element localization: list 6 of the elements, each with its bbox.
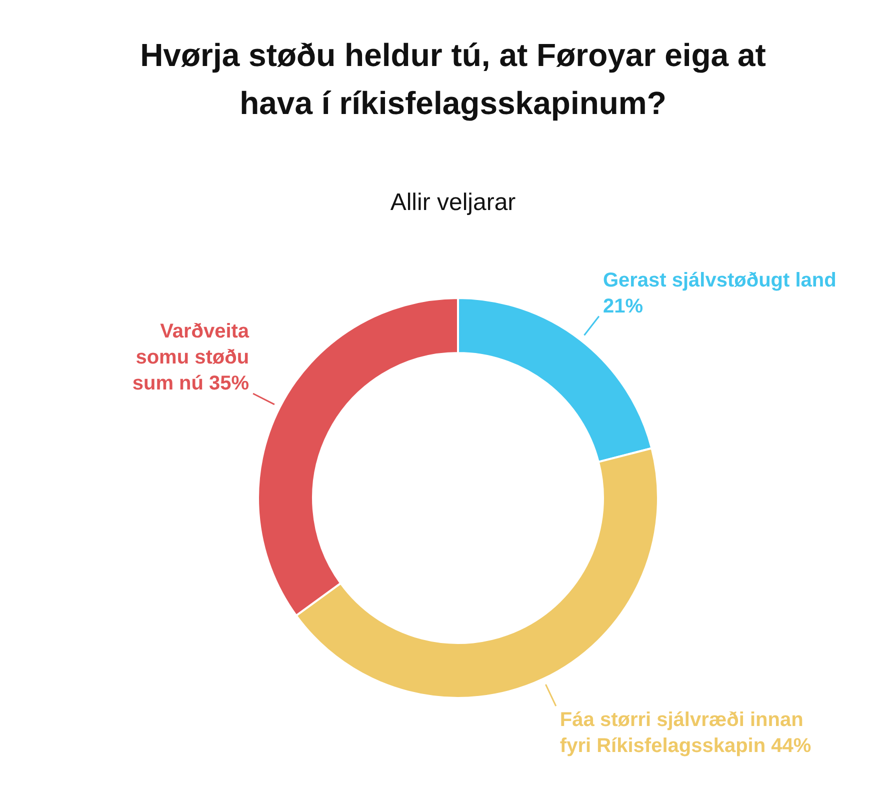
slice-label: Fáa størri sjálvræði innan fyri Ríkisfelagsskapin 44% — [560, 709, 812, 758]
data-label: 21% — [602, 295, 644, 318]
slice-label: Gerast sjálvstøðugt land — [602, 269, 836, 292]
slice-label: Varðveita somu støðu sum nú 35% — [132, 320, 250, 395]
chart-subtitle: Allir veljarar — [390, 189, 516, 216]
chart-title: Hvørja støðu heldur tú, at Føroyar eiga at hava í ríkisfelagsskapinum? — [140, 37, 766, 121]
